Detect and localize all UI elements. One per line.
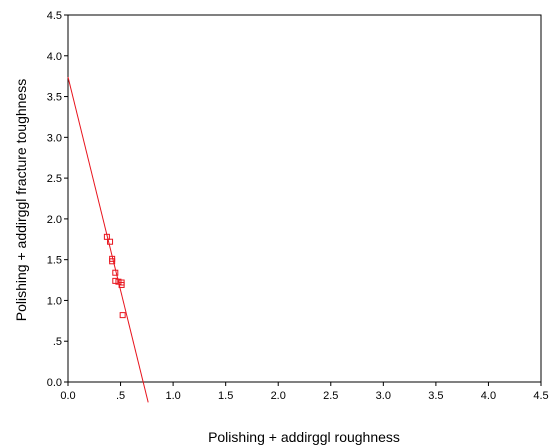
y-axis-ticks: 0.0 .5 1.0 1.5 2.0 2.5 3.0 3.5 4.0 4.5 (47, 10, 68, 389)
y-tick-label: 4.5 (47, 10, 62, 22)
y-tick-label: 1.5 (47, 255, 62, 267)
data-point (103, 233, 110, 240)
data-point (115, 278, 122, 285)
y-axis-title: Polishing + addirggl fracture toughness (13, 79, 29, 321)
x-axis-title: Polishing + addirggl roughness (208, 429, 400, 445)
x-tick-label: 1.5 (218, 390, 233, 402)
x-tick-label: 4.0 (481, 390, 496, 402)
data-points (103, 233, 126, 319)
y-tick-label: 3.5 (47, 92, 62, 104)
y-tick-label: 4.0 (47, 51, 62, 63)
y-tick-label: .5 (53, 336, 62, 348)
data-point (112, 269, 119, 276)
x-tick-label: 2.0 (271, 390, 286, 402)
x-tick-label: 1.0 (165, 390, 180, 402)
x-tick-label: 4.5 (533, 390, 548, 402)
y-tick-label: 0.0 (47, 377, 62, 389)
x-axis-ticks: 0.0 .5 1.0 1.5 2.0 2.5 3.0 3.5 4.0 4.5 (60, 382, 549, 402)
data-point (109, 258, 116, 265)
x-tick-label: 0.0 (60, 390, 75, 402)
data-point (118, 281, 125, 288)
data-point (119, 312, 126, 319)
y-tick-label: 2.0 (47, 214, 62, 226)
x-tick-label: 3.0 (376, 390, 391, 402)
x-tick-label: 2.5 (323, 390, 338, 402)
y-tick-label: 2.5 (47, 173, 62, 185)
x-tick-label: .5 (116, 390, 125, 402)
x-tick-label: 3.5 (428, 390, 443, 402)
data-point (112, 277, 119, 284)
y-tick-label: 3.0 (47, 132, 62, 144)
plot-frame (67, 14, 542, 383)
data-point (107, 238, 114, 245)
y-tick-label: 1.0 (47, 295, 62, 307)
